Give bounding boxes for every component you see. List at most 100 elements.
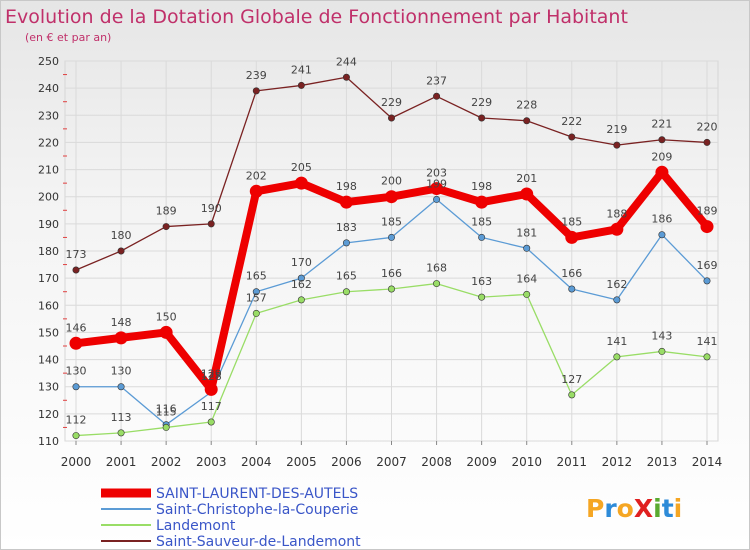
data-label: 127 [561, 373, 582, 386]
x-tick-label: 2014 [692, 455, 723, 469]
y-tick-label: 220 [38, 136, 59, 149]
data-point [433, 280, 441, 288]
data-point [568, 285, 576, 293]
data-label: 198 [336, 180, 357, 193]
legend-label-2: Landemont [156, 518, 236, 534]
data-label: 148 [111, 316, 132, 329]
data-point [249, 184, 263, 198]
data-point [297, 81, 305, 89]
data-point [655, 165, 669, 179]
y-tick-label: 250 [38, 55, 59, 68]
data-label: 130 [111, 365, 132, 378]
x-tick-label: 2003 [196, 455, 227, 469]
data-point [613, 353, 621, 361]
chart-subtitle: (en € et par an) [25, 31, 111, 44]
x-tick-label: 2006 [331, 455, 362, 469]
data-label: 220 [697, 120, 718, 133]
data-point [72, 432, 80, 440]
data-point [339, 195, 353, 209]
data-label: 209 [651, 150, 672, 163]
data-label: 150 [156, 310, 177, 323]
data-point [114, 331, 128, 345]
data-label: 170 [291, 256, 312, 269]
data-label: 190 [201, 202, 222, 215]
y-tick-label: 120 [38, 408, 59, 421]
y-tick-label: 210 [38, 164, 59, 177]
data-point [478, 114, 486, 122]
data-point [478, 293, 486, 301]
data-label: 222 [561, 115, 582, 128]
data-label: 162 [291, 278, 312, 291]
logo-text: ProXiti [586, 494, 682, 523]
data-point [72, 266, 80, 274]
y-tick-label: 230 [38, 109, 59, 122]
data-point [565, 230, 579, 244]
data-label: 163 [471, 275, 492, 288]
data-label: 239 [246, 69, 267, 82]
x-tick-label: 2000 [61, 455, 92, 469]
data-point [207, 220, 215, 228]
data-label: 173 [66, 248, 87, 261]
data-point [433, 92, 441, 100]
data-point [252, 87, 260, 95]
data-label: 241 [291, 63, 312, 76]
data-point [433, 195, 441, 203]
data-point [568, 391, 576, 399]
y-tick-label: 160 [38, 299, 59, 312]
y-tick-label: 140 [38, 354, 59, 367]
data-label: 112 [66, 414, 87, 427]
y-tick-label: 170 [38, 272, 59, 285]
data-point [117, 383, 125, 391]
data-point [342, 288, 350, 296]
x-tick-label: 2005 [286, 455, 317, 469]
data-label: 128 [201, 370, 222, 383]
logo-letter: P [586, 494, 604, 523]
data-point [252, 288, 260, 296]
data-point [294, 176, 308, 190]
data-label: 202 [246, 169, 267, 182]
data-labels: 146 148 150 129 202 205 198 200 203 198 201 185 188 2… [66, 55, 718, 426]
data-label: 200 [381, 175, 402, 188]
y-tick-label: 240 [38, 82, 59, 95]
data-label: 186 [651, 213, 672, 226]
x-tick-label: 2007 [376, 455, 407, 469]
x-tick-label: 2013 [647, 455, 678, 469]
data-point [297, 274, 305, 282]
data-label: 141 [697, 335, 718, 348]
data-point [658, 347, 666, 355]
data-label: 189 [697, 205, 718, 218]
x-axis: 2000 2001 2002 2003 2004 2005 2006 2007 2008 2009… [61, 441, 723, 469]
y-tick-label: 180 [38, 245, 59, 258]
data-point [613, 296, 621, 304]
data-label: 201 [516, 172, 537, 185]
legend-label-3: Saint-Sauveur-de-Landemont [156, 534, 361, 550]
legend-label-0: SAINT-LAURENT-DES-AUTELS [156, 486, 358, 502]
y-tick-label: 110 [38, 435, 59, 448]
x-tick-label: 2004 [241, 455, 272, 469]
data-label: 221 [651, 118, 672, 131]
data-label: 229 [471, 96, 492, 109]
data-label: 185 [471, 215, 492, 228]
data-point [523, 290, 531, 298]
x-tick-label: 2002 [151, 455, 182, 469]
data-point [703, 138, 711, 146]
data-point [658, 231, 666, 239]
x-tick-label: 2012 [602, 455, 633, 469]
y-tick-label: 200 [38, 191, 59, 204]
data-label: 113 [111, 411, 132, 424]
data-label: 228 [516, 99, 537, 112]
data-label: 146 [66, 321, 87, 334]
data-label: 117 [201, 400, 222, 413]
data-point [478, 233, 486, 241]
data-point [658, 136, 666, 144]
y-tick-label: 130 [38, 381, 59, 394]
y-tick-label: 150 [38, 326, 59, 339]
data-label: 169 [697, 259, 718, 272]
data-point [568, 133, 576, 141]
data-point [69, 336, 83, 350]
logo-letter: o [617, 494, 634, 523]
data-label: 205 [291, 161, 312, 174]
data-label: 185 [381, 215, 402, 228]
